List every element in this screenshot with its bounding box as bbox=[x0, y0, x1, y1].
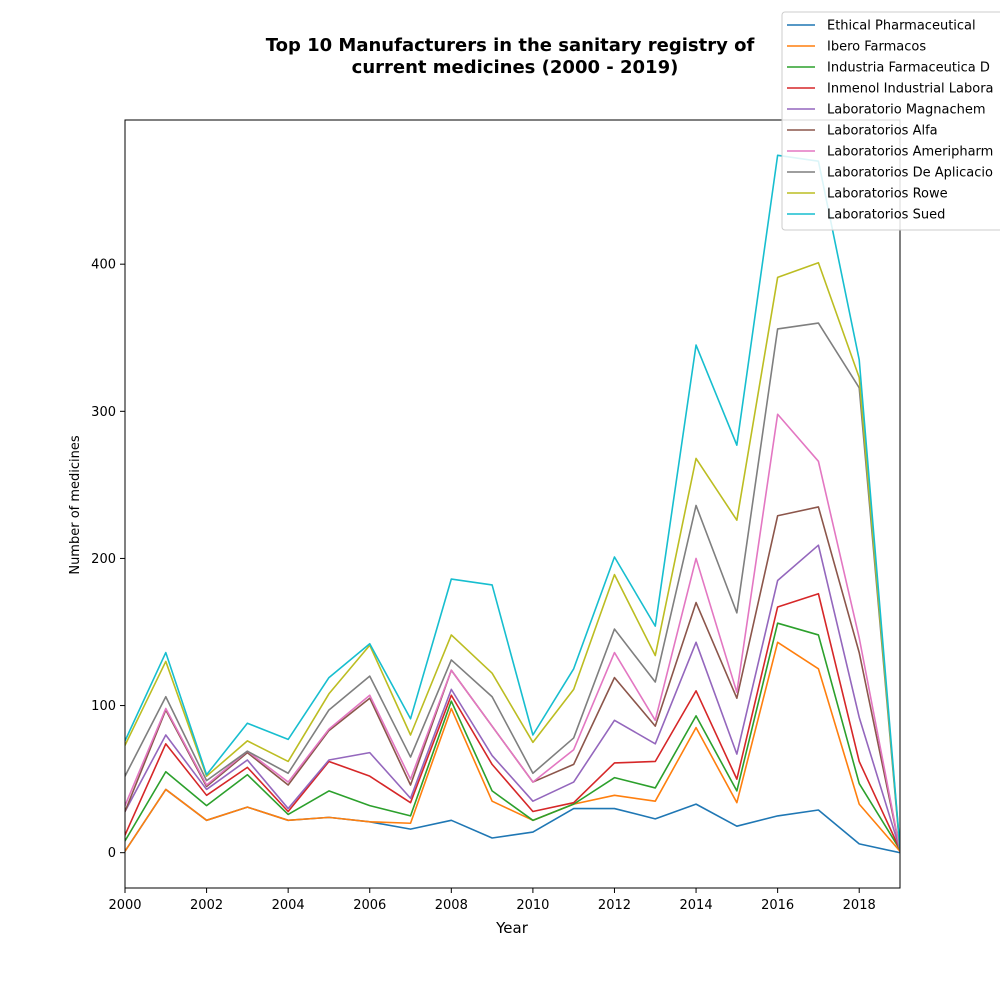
y-tick-label: 300 bbox=[91, 405, 116, 420]
chart-title-line-2: current medicines (2000 - 2019) bbox=[352, 57, 679, 78]
y-tick-label: 0 bbox=[108, 846, 116, 861]
x-tick-label: 2014 bbox=[680, 898, 713, 913]
y-tick-label: 400 bbox=[91, 258, 116, 273]
x-tick-label: 2004 bbox=[272, 898, 305, 913]
legend-label-5: Laboratorios Alfa bbox=[827, 124, 938, 139]
series-lines bbox=[125, 154, 900, 854]
legend-label-3: Inmenol Industrial Labora bbox=[827, 82, 994, 97]
legend-label-4: Laboratorio Magnachem bbox=[827, 103, 986, 118]
x-tick-label: 2018 bbox=[843, 898, 876, 913]
legend-label-1: Ibero Farmacos bbox=[827, 40, 926, 55]
x-tick-label: 2016 bbox=[761, 898, 794, 913]
legend-label-8: Laboratorios Rowe bbox=[827, 187, 948, 202]
legend-label-9: Laboratorios Sued bbox=[827, 208, 945, 223]
legend-label-7: Laboratorios De Aplicacio bbox=[827, 166, 993, 181]
y-tick-label: 100 bbox=[91, 699, 116, 714]
series-line-7 bbox=[125, 322, 900, 851]
series-line-1 bbox=[125, 641, 900, 853]
legend: Ethical Pharmaceutical Ibero Farmacos Indu… bbox=[781, 11, 1000, 231]
x-tick-label: 2006 bbox=[353, 898, 386, 913]
x-tick-label: 2002 bbox=[190, 898, 223, 913]
series-line-4 bbox=[125, 544, 900, 851]
y-axis-label: Number of medicines bbox=[68, 435, 83, 575]
series-line-2 bbox=[125, 622, 900, 851]
legend-label-6: Laboratorios Ameripharm bbox=[827, 145, 993, 160]
series-line-9 bbox=[125, 154, 900, 850]
x-tick-label: 2008 bbox=[435, 898, 468, 913]
y-tick-label: 200 bbox=[91, 552, 116, 567]
x-tick-label: 2000 bbox=[108, 898, 141, 913]
x-tick-label: 2012 bbox=[598, 898, 631, 913]
legend-label-2: Industria Farmaceutica D bbox=[827, 61, 990, 76]
x-tick-label: 2010 bbox=[516, 898, 549, 913]
plot-frame bbox=[124, 119, 901, 889]
legend-box bbox=[781, 11, 1000, 231]
series-line-8 bbox=[125, 261, 900, 850]
plot-area: 2000 2002 2004 2006 2008 2010 2012 2014 2016 2018… bbox=[91, 119, 901, 913]
x-axis-label: Year bbox=[495, 919, 529, 937]
series-line-6 bbox=[125, 413, 900, 851]
chart-title-line-1: Top 10 Manufacturers in the sanitary reg… bbox=[266, 35, 755, 56]
legend-label-0: Ethical Pharmaceutical bbox=[827, 19, 976, 34]
series-line-3 bbox=[125, 592, 900, 851]
